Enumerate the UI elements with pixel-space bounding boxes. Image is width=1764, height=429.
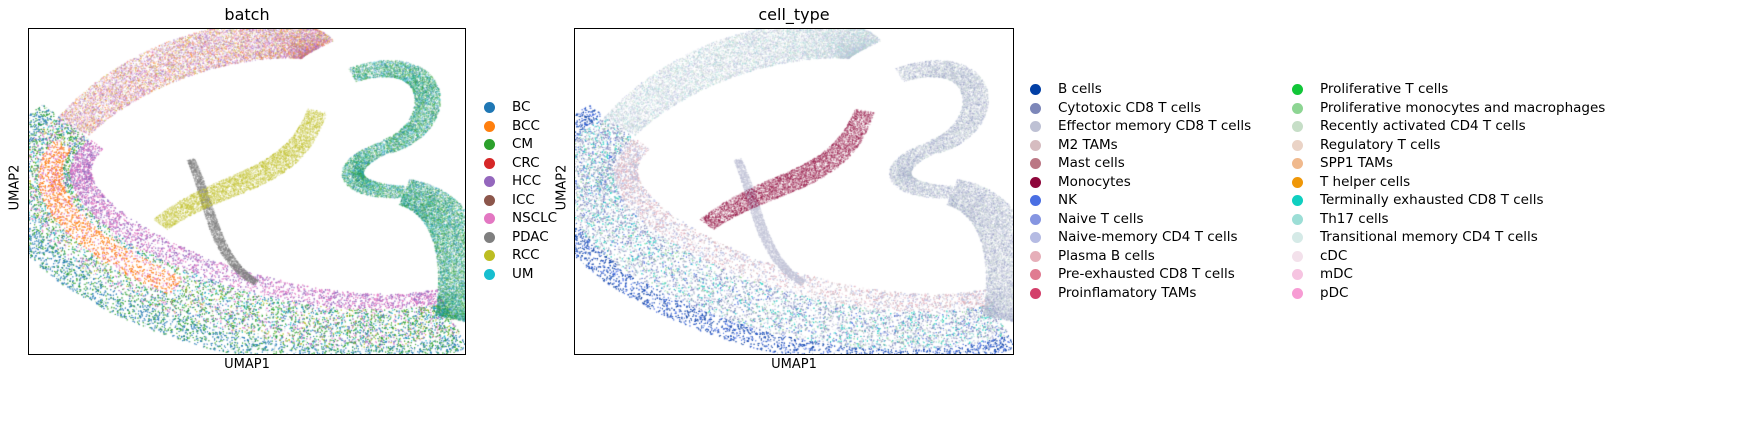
cell-type-scatter-points: [575, 29, 1013, 354]
legend-label: Effector memory CD8 T cells: [1058, 118, 1252, 134]
legend-label: SPP1 TAMs: [1320, 155, 1393, 171]
legend-marker: [1030, 139, 1041, 151]
cell-type-legend: B cells Cytotoxic CD8 T cells Effector mem…: [1030, 79, 1760, 339]
legend-label: RCC: [512, 247, 540, 263]
legend-label: CRC: [512, 154, 540, 171]
legend-label: UM: [512, 265, 534, 282]
legend-label: mDC: [1320, 266, 1353, 282]
legend-label: Pre-exhausted CD8 T cells: [1058, 266, 1235, 282]
legend-label: T helper cells: [1320, 173, 1411, 190]
legend-marker: [484, 176, 495, 187]
legend-label: Transitional memory CD4 T cells: [1320, 229, 1538, 245]
legend-marker: [1030, 84, 1041, 95]
legend-label: pDC: [1320, 284, 1349, 301]
legend-marker: [1292, 250, 1303, 262]
legend-marker: [1030, 195, 1041, 206]
legend-marker: [1292, 287, 1303, 299]
legend-marker: [1030, 287, 1041, 299]
legend-label: ICC: [512, 191, 535, 208]
legend-label: Proliferative monocytes and macrophages: [1320, 99, 1606, 116]
legend-marker: [484, 268, 495, 280]
legend-label: HCC: [512, 173, 542, 189]
legend-marker: [1030, 158, 1041, 169]
batch-umap-plot: [28, 28, 466, 355]
legend-label: PDAC: [512, 228, 549, 245]
legend-label: Plasma B cells: [1058, 247, 1155, 264]
legend-marker: [1292, 139, 1303, 151]
legend-label: Terminally exhausted CD8 T cells: [1320, 192, 1544, 208]
legend-marker: [484, 231, 495, 243]
legend-marker: [1292, 121, 1303, 132]
batch-legend: BC BCC CM CRC HCC ICC NSCLC PDAC RCC UM: [484, 97, 574, 317]
legend-marker: [484, 213, 495, 224]
legend-label: NSCLC: [512, 210, 558, 226]
legend-marker: [1030, 250, 1041, 262]
batch-x-axis-label: UMAP1: [224, 357, 270, 372]
legend-marker: [1030, 121, 1041, 132]
legend-marker: [1292, 158, 1303, 169]
cell-type-umap-plot: [574, 28, 1014, 355]
legend-label: Monocytes: [1058, 173, 1131, 190]
legend-label: Cytotoxic CD8 T cells: [1058, 99, 1202, 116]
batch-y-axis-label: UMAP2: [7, 164, 23, 211]
legend-marker: [1292, 269, 1303, 280]
cell-type-panel-title: cell_type: [758, 5, 830, 24]
legend-label: BCC: [512, 117, 540, 134]
cell-type-y-axis-label: UMAP2: [554, 164, 570, 211]
legend-label: cDC: [1320, 247, 1348, 264]
legend-label: Proinflamatory TAMs: [1058, 284, 1197, 301]
legend-label: Regulatory T cells: [1320, 136, 1441, 153]
legend-label: Naive T cells: [1058, 210, 1144, 227]
legend-label: B cells: [1058, 81, 1102, 97]
legend-label: NK: [1058, 192, 1077, 208]
legend-label: Naive-memory CD4 T cells: [1058, 229, 1238, 245]
legend-marker: [1030, 176, 1041, 188]
legend-marker: [1292, 102, 1303, 114]
legend-marker: [1292, 84, 1303, 95]
legend-marker: [1292, 213, 1303, 225]
cell-type-x-axis-label: UMAP1: [771, 357, 817, 372]
batch-panel-title: batch: [224, 5, 270, 24]
legend-label: BC: [512, 99, 531, 115]
legend-label: Mast cells: [1058, 155, 1125, 171]
legend-marker: [484, 120, 495, 132]
legend-marker: [1030, 213, 1041, 225]
batch-scatter-points: [29, 29, 465, 354]
legend-marker: [1292, 195, 1303, 206]
legend-marker: [484, 139, 495, 150]
legend-marker: [1292, 232, 1303, 243]
legend-label: Th17 cells: [1320, 210, 1389, 227]
legend-label: Recently activated CD4 T cells: [1320, 118, 1526, 134]
legend-marker: [1030, 232, 1041, 243]
legend-marker: [484, 250, 495, 261]
legend-label: CM: [512, 136, 534, 152]
legend-marker: [1030, 102, 1041, 114]
legend-marker: [1030, 269, 1041, 280]
legend-label: Proliferative T cells: [1320, 81, 1449, 97]
legend-marker: [484, 102, 495, 113]
legend-marker: [1292, 176, 1303, 188]
legend-label: M2 TAMs: [1058, 136, 1118, 153]
legend-marker: [484, 157, 495, 169]
legend-marker: [484, 194, 495, 206]
